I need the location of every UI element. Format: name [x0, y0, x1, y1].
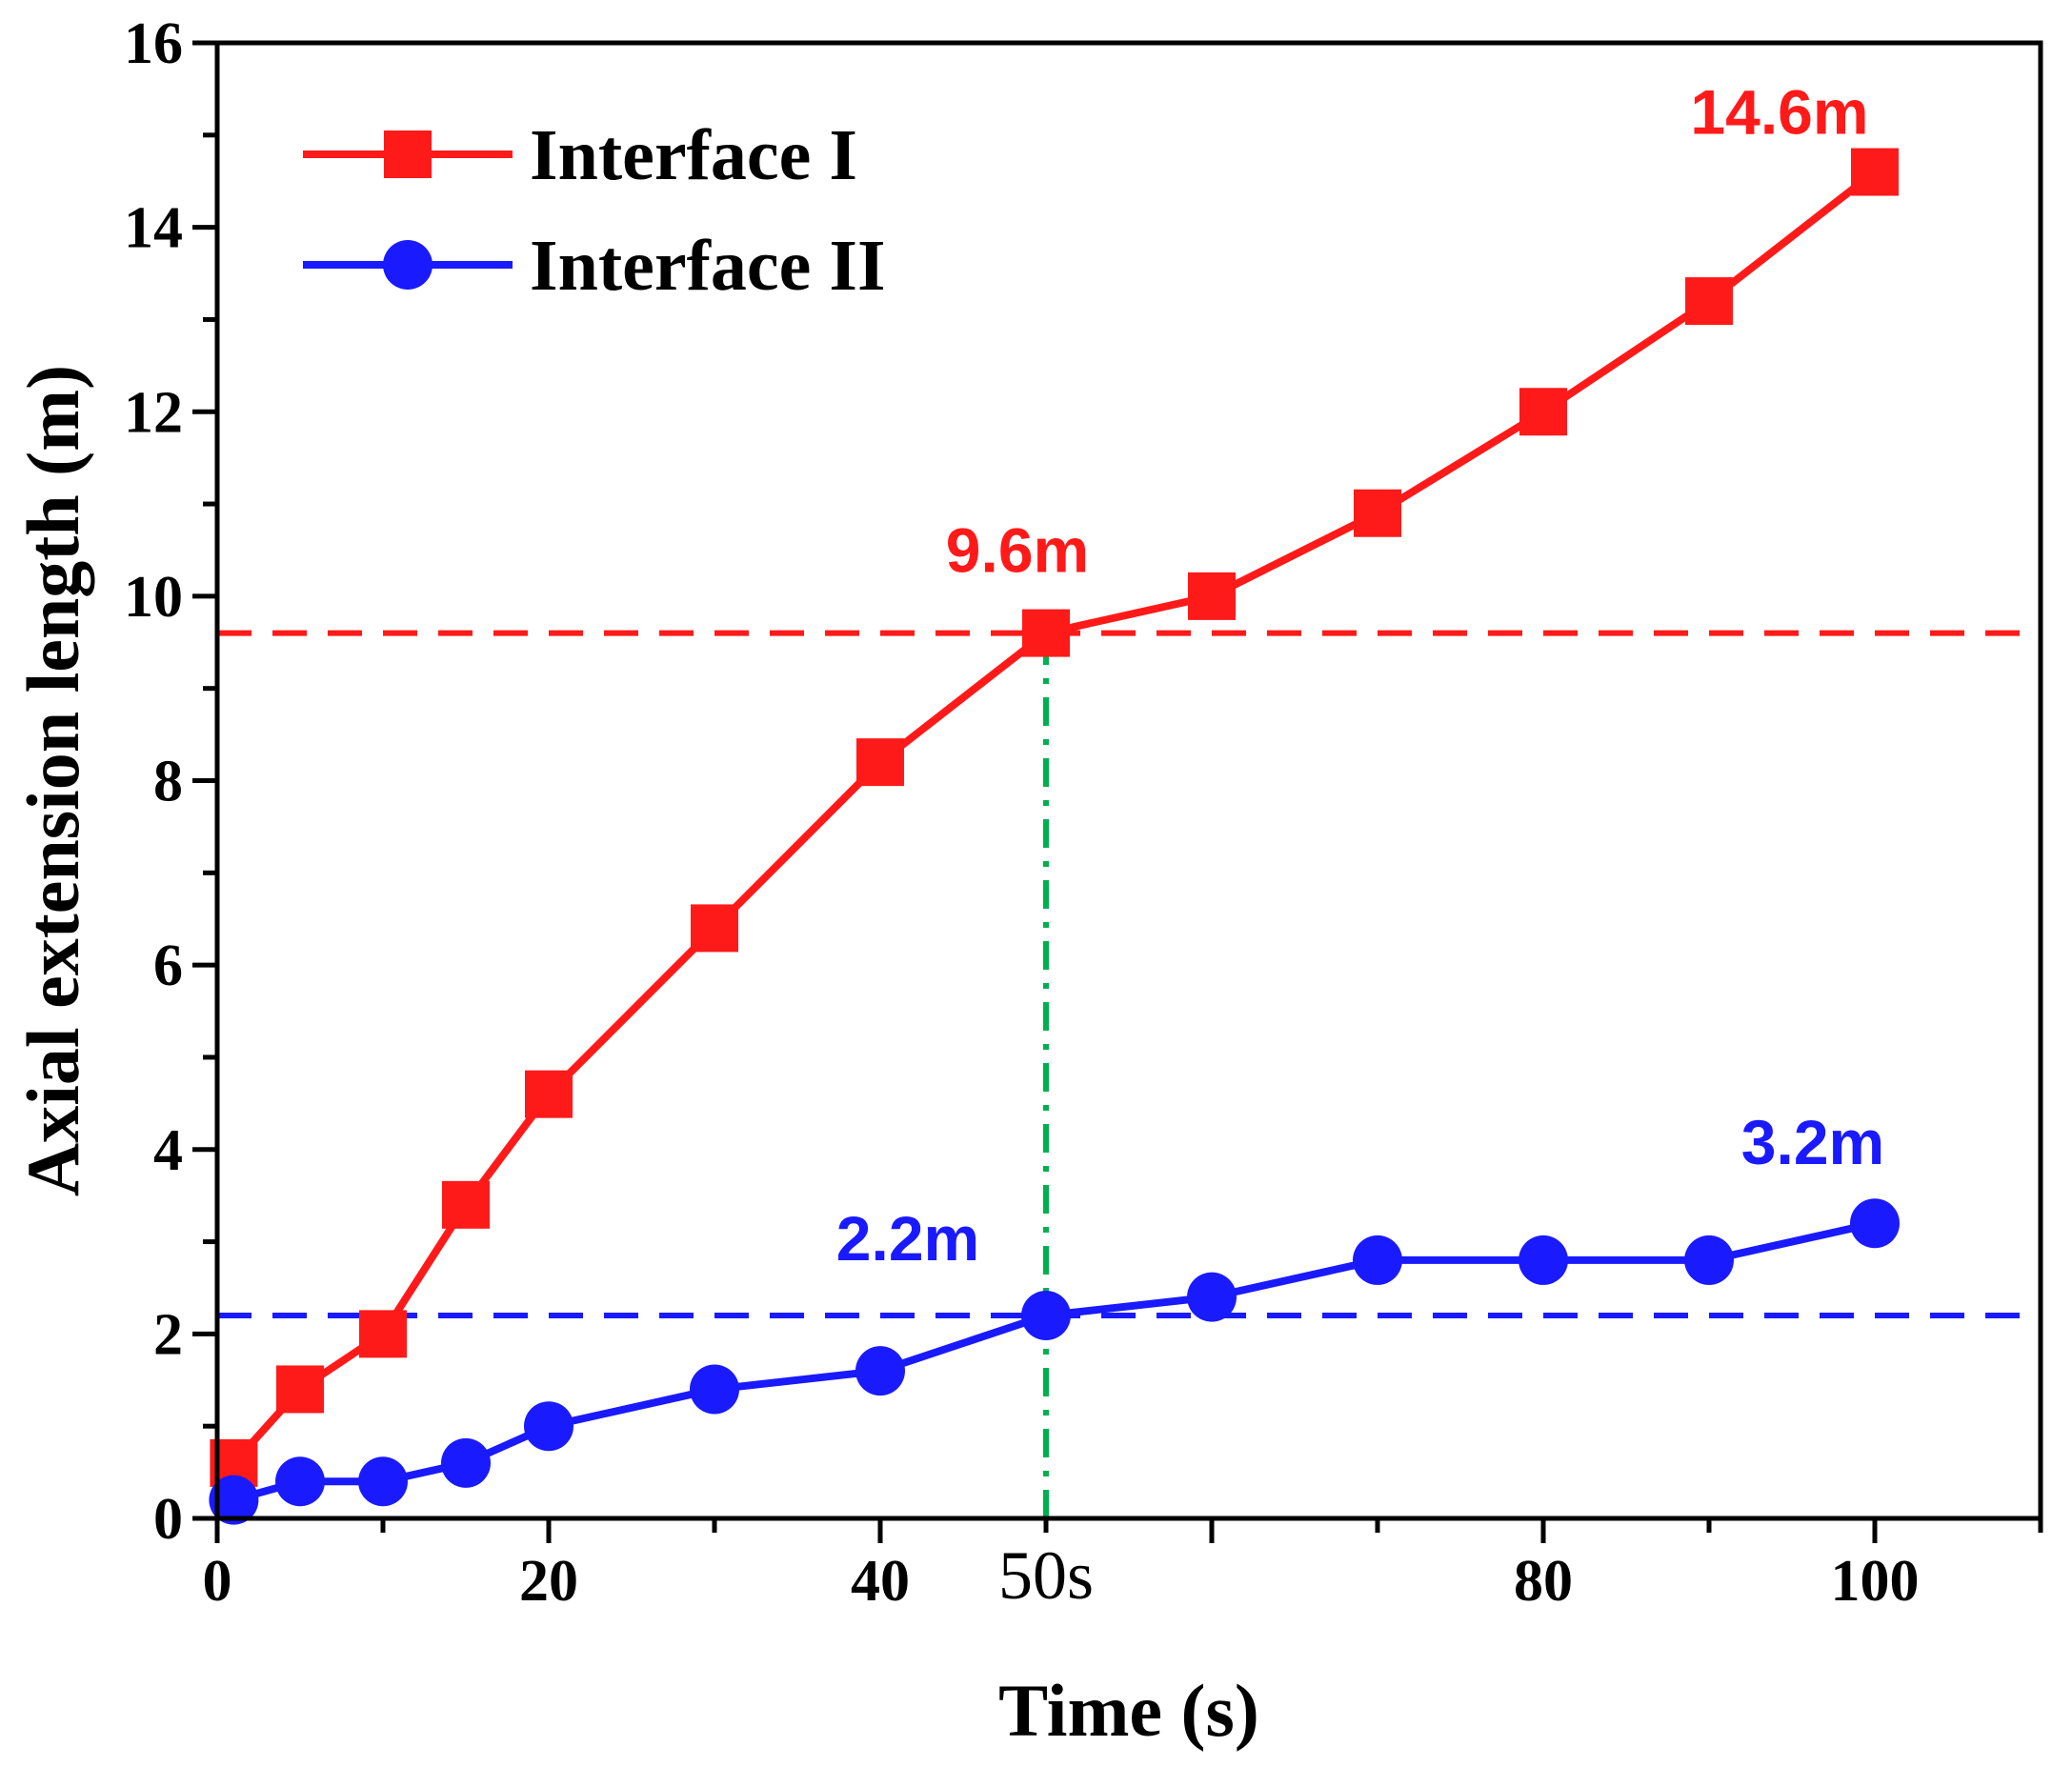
series-1-point	[691, 904, 738, 953]
plot-area: 0 20 40 80 100 0 2 4 6 8 10 12 14 16 Time (s) Axial ext…	[11, 11, 2043, 1752]
series-2-point	[1187, 1272, 1237, 1322]
x-tick-label: 0	[203, 1549, 232, 1614]
legend-label-2: Interface II	[530, 226, 886, 306]
y-tick-label: 0	[153, 1487, 183, 1552]
y-tick-label: 8	[153, 750, 183, 814]
x-tick-label: 20	[519, 1549, 578, 1614]
series-1-point	[856, 738, 904, 787]
y-tick-label: 4	[153, 1118, 183, 1183]
series-1-point	[1188, 572, 1236, 620]
series-1-point	[442, 1180, 490, 1229]
y-tick-label: 2	[153, 1302, 183, 1367]
series-2-point	[209, 1475, 259, 1525]
series-2-point	[855, 1346, 905, 1396]
series-2-point	[690, 1364, 739, 1415]
series-1-point	[359, 1310, 407, 1358]
series-2-point	[1021, 1291, 1071, 1341]
x-tick-label: 80	[1514, 1549, 1573, 1614]
series-1-point	[1022, 609, 1070, 657]
y-tick-label: 12	[124, 380, 183, 445]
series-2-point	[524, 1401, 573, 1452]
time-marker-label: 50s	[998, 1537, 1094, 1614]
annotation-label: 2.2m	[836, 1203, 979, 1274]
legend-label-1: Interface I	[530, 115, 857, 195]
annotation-label: 3.2m	[1741, 1107, 1884, 1177]
series-2-point	[358, 1456, 408, 1507]
x-axis-title: Time (s)	[998, 1669, 1259, 1752]
legend-marker-circle	[383, 240, 433, 290]
y-tick-label: 14	[124, 196, 183, 261]
series-line-1	[231, 169, 1878, 1466]
y-axis-title: Axial extension length (m)	[11, 365, 94, 1196]
x-tick-label: 40	[851, 1549, 910, 1614]
series-2-point	[1353, 1235, 1402, 1285]
series-1-point	[1851, 148, 1899, 196]
y-tick-label: 16	[124, 11, 183, 76]
series-2-point	[1519, 1235, 1568, 1285]
annotation-label: 9.6m	[946, 515, 1089, 586]
series-1-point	[525, 1070, 573, 1118]
series-2-point	[1850, 1198, 1900, 1249]
series-1-point	[1519, 388, 1567, 436]
series-1-point	[276, 1365, 324, 1414]
annotation-label: 14.6m	[1690, 77, 1868, 148]
legend-marker-square	[384, 131, 432, 178]
series-1-point	[1354, 489, 1401, 537]
series-2-point	[441, 1437, 491, 1488]
y-tick-label: 6	[153, 934, 183, 998]
series-2-point	[275, 1456, 325, 1507]
y-tick-label: 10	[124, 565, 183, 630]
series-2-point	[1684, 1235, 1734, 1285]
x-tick-label: 100	[1831, 1549, 1920, 1614]
series-1-point	[1685, 277, 1733, 326]
